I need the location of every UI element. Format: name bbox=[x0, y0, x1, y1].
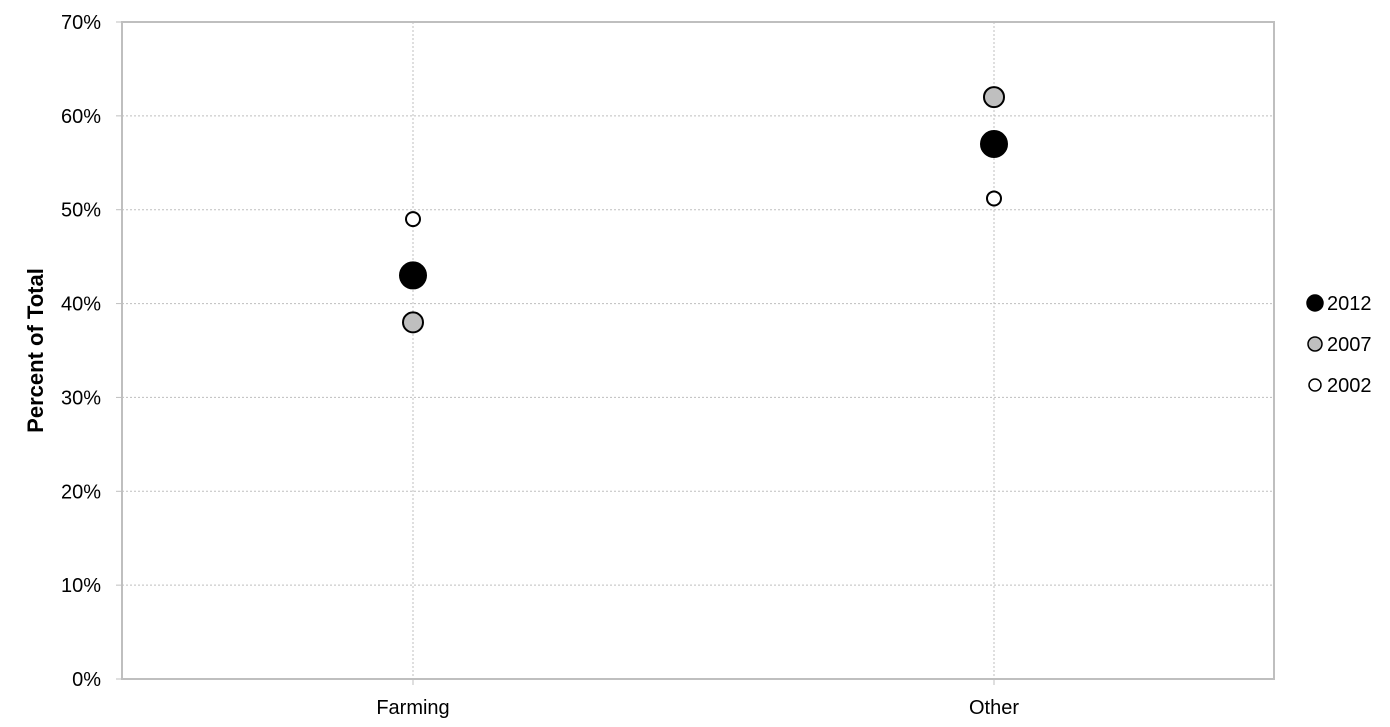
y-tick-label: 40% bbox=[61, 294, 101, 316]
y-tick-label: 0% bbox=[72, 669, 101, 691]
y-tick-label: 10% bbox=[61, 575, 101, 597]
y-tick-label: 30% bbox=[61, 387, 101, 409]
data-points bbox=[399, 86, 1008, 334]
x-category-label: Farming bbox=[376, 697, 449, 719]
legend-label-2012: 2012 bbox=[1327, 293, 1372, 315]
legend-marker-2012 bbox=[1306, 294, 1324, 312]
y-tick-label: 20% bbox=[61, 481, 101, 503]
y-axis-label: Percent of Total bbox=[23, 268, 48, 433]
point-2012-other bbox=[980, 130, 1008, 159]
point-2007-other bbox=[983, 86, 1005, 109]
legend-label-2007: 2007 bbox=[1327, 334, 1372, 356]
x-category-label: Other bbox=[969, 697, 1019, 719]
legend-label-2002: 2002 bbox=[1327, 375, 1372, 397]
y-axis-ticks: 0% 10% 20% 30% 40% 50% 60% 70% bbox=[61, 12, 122, 691]
x-axis-categories: Farming Other bbox=[376, 679, 1019, 719]
gridlines bbox=[122, 22, 1274, 679]
plot-area-frame bbox=[121, 21, 1275, 680]
y-tick-label: 60% bbox=[61, 106, 101, 128]
y-tick-label: 70% bbox=[61, 12, 101, 34]
point-2007-farming bbox=[402, 311, 424, 334]
point-2002-farming bbox=[405, 211, 421, 228]
point-2002-other bbox=[986, 190, 1002, 207]
y-tick-label: 50% bbox=[61, 200, 101, 222]
point-2012-farming bbox=[399, 261, 427, 290]
legend-marker-2007 bbox=[1307, 336, 1323, 352]
legend-marker-2002 bbox=[1308, 378, 1322, 392]
legend: 2012 2007 2002 bbox=[1306, 293, 1372, 397]
